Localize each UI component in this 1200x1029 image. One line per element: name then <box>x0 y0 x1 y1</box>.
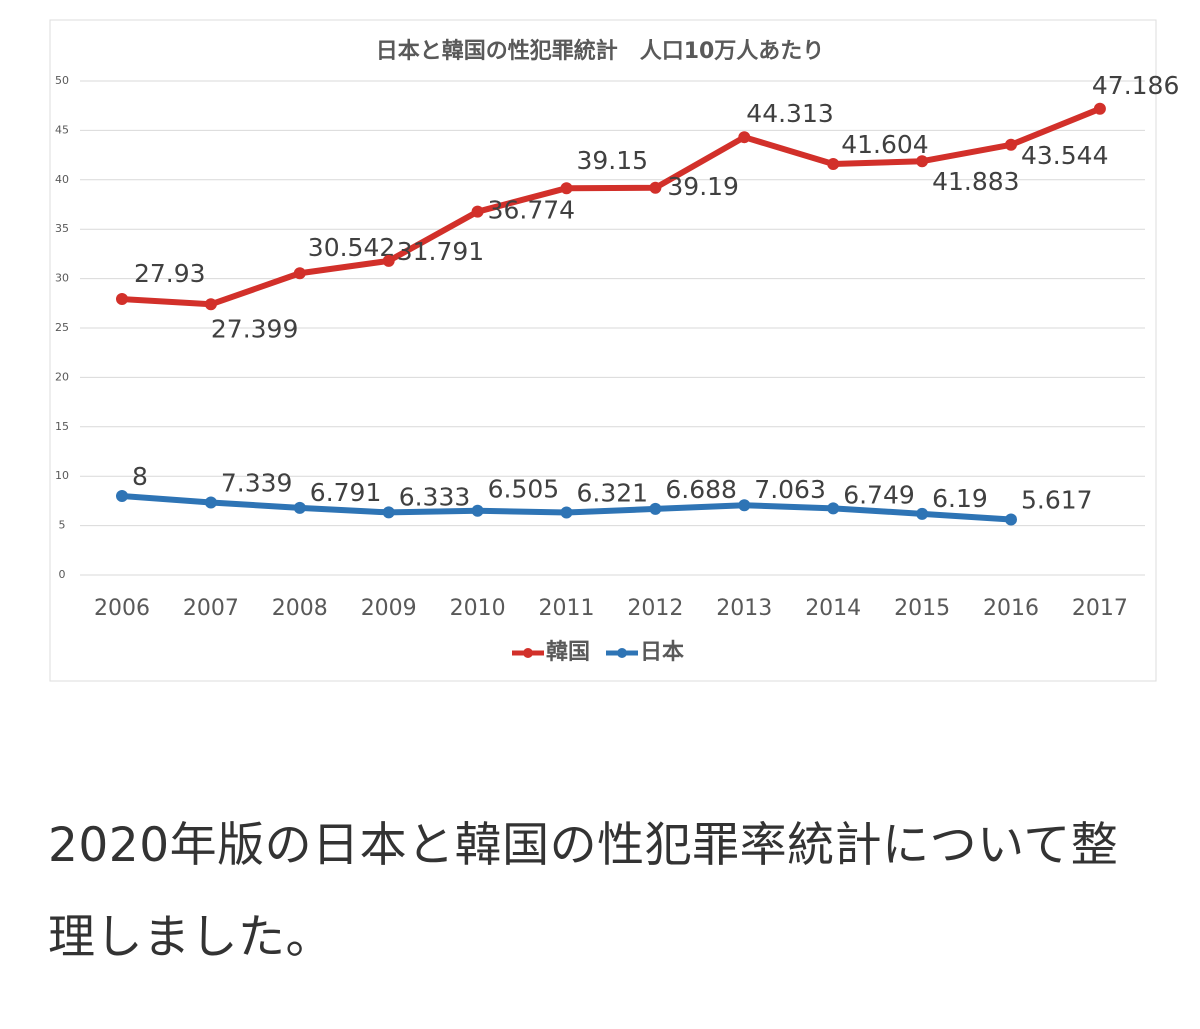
y-tick-label: 25 <box>55 321 69 334</box>
marker <box>293 267 306 280</box>
data-label: 30.542 <box>308 233 395 262</box>
marker <box>116 293 128 306</box>
legend-marker <box>523 648 533 658</box>
data-label: 6.749 <box>843 480 915 509</box>
marker <box>471 504 484 517</box>
data-label: 41.604 <box>841 130 928 159</box>
data-label: 44.313 <box>746 99 833 128</box>
marker <box>471 205 484 218</box>
legend-marker <box>617 648 627 658</box>
data-label: 6.791 <box>310 478 382 507</box>
data-label: 27.399 <box>211 314 298 343</box>
data-label: 43.544 <box>1021 141 1108 170</box>
data-label: 47.186 <box>1092 71 1179 100</box>
marker <box>1093 102 1106 115</box>
y-tick-label: 35 <box>55 222 69 235</box>
x-tick-label: 2006 <box>94 596 150 621</box>
data-label: 6.333 <box>399 482 471 511</box>
marker <box>738 499 751 512</box>
data-label: 41.883 <box>932 167 1019 196</box>
y-tick-label: 10 <box>55 469 69 482</box>
data-label: 39.15 <box>577 146 649 175</box>
caption: 2020年版の日本と韓国の性犯罪率統計について整理しました。 <box>48 818 1119 965</box>
y-tick-label: 0 <box>59 568 66 581</box>
y-tick-label: 40 <box>55 173 69 186</box>
x-tick-label: 2010 <box>450 596 506 621</box>
marker <box>204 298 217 311</box>
x-tick-label: 2011 <box>539 596 595 621</box>
x-tick-label: 2015 <box>894 596 950 621</box>
data-label: 8 <box>132 462 148 491</box>
data-label: 31.791 <box>397 237 484 266</box>
data-label: 6.19 <box>932 484 988 513</box>
marker <box>560 506 573 519</box>
data-label: 36.774 <box>488 196 575 225</box>
x-tick-label: 2013 <box>716 596 772 621</box>
marker <box>916 155 929 168</box>
y-tick-label: 5 <box>59 519 66 532</box>
chart: 日本と韓国の性犯罪統計 人口10万人あたり 0 5 10 15 20 25 30 35 40 45… <box>49 19 1179 682</box>
y-tick-label: 20 <box>55 370 69 383</box>
x-tick-label: 2017 <box>1072 596 1128 621</box>
marker <box>649 181 662 194</box>
marker <box>827 157 840 170</box>
marker <box>1005 138 1017 151</box>
marker <box>293 501 306 514</box>
x-tick-label: 2014 <box>805 596 861 621</box>
x-tick-label: 2012 <box>627 596 683 621</box>
marker <box>738 131 751 144</box>
marker <box>560 182 573 195</box>
data-label: 6.321 <box>577 479 649 508</box>
y-tick-label: 15 <box>55 420 69 433</box>
legend-label: 韓国 <box>546 639 590 665</box>
data-label: 7.063 <box>754 475 826 504</box>
legend-label: 日本 <box>640 640 684 665</box>
x-tick-label: 2008 <box>272 596 328 621</box>
y-tick-label: 50 <box>55 74 69 87</box>
marker <box>204 496 217 509</box>
chart-frame <box>49 19 1157 682</box>
y-tick-label: 30 <box>55 272 69 285</box>
data-label: 5.617 <box>1021 486 1093 515</box>
data-label: 6.688 <box>665 475 737 504</box>
marker <box>382 254 395 267</box>
x-tick-label: 2016 <box>983 596 1039 621</box>
chart-title: 日本と韓国の性犯罪統計 人口10万人あたり <box>376 38 825 64</box>
marker <box>116 489 128 502</box>
marker <box>916 507 929 520</box>
data-label: 7.339 <box>221 468 293 497</box>
series-line <box>121 106 1102 308</box>
y-tick-label: 45 <box>55 123 69 136</box>
x-tick-label: 2009 <box>361 596 417 621</box>
x-tick-label: 2007 <box>183 596 239 621</box>
data-label: 39.19 <box>667 172 739 201</box>
marker <box>382 506 395 519</box>
marker <box>649 502 662 515</box>
data-label: 27.93 <box>134 259 206 288</box>
data-label: 6.505 <box>488 475 560 504</box>
marker <box>1005 513 1017 526</box>
marker <box>827 502 840 515</box>
